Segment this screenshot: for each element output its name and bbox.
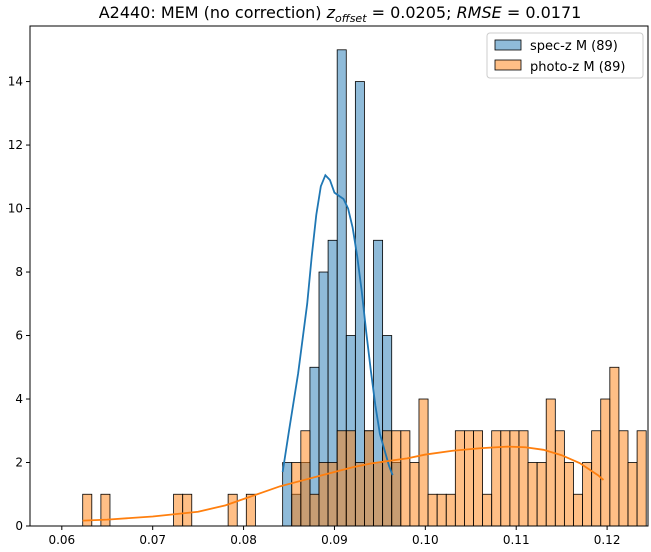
bar-1-55 xyxy=(582,462,593,527)
x-tick-label-3: 0.09 xyxy=(321,533,348,547)
bar-1-52 xyxy=(554,430,565,527)
bar-1-51 xyxy=(545,398,556,527)
bar-0-0 xyxy=(282,462,293,527)
legend-label-photo-z: photo-z M (89) xyxy=(530,60,625,75)
bar-1-59 xyxy=(618,430,629,527)
bar-1-35 xyxy=(400,430,411,527)
bar-1-45 xyxy=(491,430,502,527)
bar-1-26 xyxy=(318,462,329,527)
bar-1-37 xyxy=(418,398,429,527)
y-tick-label-0: 0 xyxy=(15,519,23,533)
bar-1-47 xyxy=(509,430,520,527)
y-tick-label-6: 12 xyxy=(8,138,23,152)
bar-1-56 xyxy=(591,430,602,527)
bar-1-34 xyxy=(391,430,402,527)
legend: spec-z M (89) photo-z M (89) xyxy=(486,32,644,79)
bar-1-41 xyxy=(454,430,465,527)
bar-1-32 xyxy=(373,462,384,527)
bar-1-30 xyxy=(354,462,365,527)
bar-1-23 xyxy=(291,462,302,527)
bar-1-38 xyxy=(427,493,438,527)
bar-1-25 xyxy=(309,493,320,527)
title-part-4: RMSE xyxy=(457,3,503,22)
bar-1-58 xyxy=(609,366,620,527)
bar-1-54 xyxy=(573,493,583,527)
bar-1-11 xyxy=(182,493,193,527)
bar-1-31 xyxy=(364,430,374,527)
chart-title: A2440: MEM (no correction) zoffset = 0.0… xyxy=(99,3,582,25)
plot-frame xyxy=(29,25,649,527)
bar-1-48 xyxy=(518,430,529,527)
bar-1-57 xyxy=(600,398,611,527)
y-tick-label-2: 4 xyxy=(15,392,23,406)
y-tick-label-5: 10 xyxy=(8,202,23,216)
bar-1-49 xyxy=(527,462,538,527)
y-tick-label-7: 14 xyxy=(8,75,23,89)
bar-1-50 xyxy=(536,462,547,527)
title-part-5: = 0.0171 xyxy=(502,3,582,22)
series-1-bars xyxy=(82,366,647,527)
title-part-0: A2440: MEM (no correction) xyxy=(99,3,327,22)
bar-1-39 xyxy=(436,493,447,527)
x-tick-label-6: 0.12 xyxy=(594,533,621,547)
bar-1-29 xyxy=(345,430,356,527)
kde-line-1 xyxy=(82,445,605,522)
bar-1-40 xyxy=(445,493,456,527)
bar-1-10 xyxy=(173,493,184,527)
bar-1-46 xyxy=(500,430,511,527)
bar-1-60 xyxy=(627,462,638,527)
x-tick-label-4: 0.10 xyxy=(412,533,439,547)
bar-1-18 xyxy=(245,493,256,527)
bar-1-43 xyxy=(473,430,483,527)
bar-1-2 xyxy=(100,493,111,527)
y-tick-label-3: 6 xyxy=(15,329,23,343)
bar-1-42 xyxy=(464,430,474,527)
kde-line-0 xyxy=(281,173,394,476)
title-part-3: = 0.0205; xyxy=(367,3,457,22)
legend-swatch-spec-z xyxy=(494,39,522,51)
bar-1-53 xyxy=(563,462,574,527)
bar-1-28 xyxy=(336,430,347,527)
y-tick-label-1: 2 xyxy=(15,456,23,470)
x-tick-label-2: 0.08 xyxy=(230,533,257,547)
title-part-2: offset xyxy=(335,12,367,25)
x-tick-label-0: 0.06 xyxy=(48,533,75,547)
bar-1-16 xyxy=(227,493,238,527)
title-part-1: z xyxy=(326,3,336,22)
x-tick-label-1: 0.07 xyxy=(139,533,166,547)
bar-1-61 xyxy=(636,430,647,527)
bar-1-44 xyxy=(482,493,493,527)
y-tick-label-4: 8 xyxy=(15,265,23,279)
legend-label-spec-z: spec-z M (89) xyxy=(530,39,618,54)
x-tick-label-5: 0.11 xyxy=(503,533,530,547)
bar-1-36 xyxy=(409,462,420,527)
legend-swatch-photo-z xyxy=(494,59,522,71)
